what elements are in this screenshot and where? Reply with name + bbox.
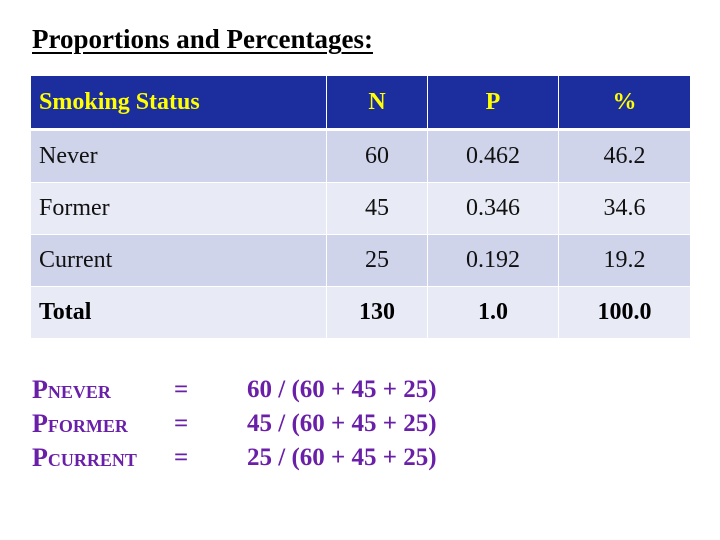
table-cell-percent: 19.2 (558, 234, 691, 287)
table-row-never: Never 60 0.462 46.2 (30, 129, 691, 183)
table-cell-n: 25 (326, 234, 428, 287)
table-cell-status: Former (30, 182, 327, 235)
column-header-p: P (427, 75, 559, 131)
table-cell-percent: 34.6 (558, 182, 691, 235)
table-cell-percent: 100.0 (558, 286, 691, 339)
formula-equals: = (174, 376, 189, 403)
formula-expression: 25 / (60 + 45 + 25) (247, 444, 437, 471)
table-cell-status: Never (30, 129, 327, 183)
column-header-n: N (326, 75, 428, 131)
table-cell-status: Current (30, 234, 327, 287)
table-row-total: Total 130 1.0 100.0 (30, 286, 691, 339)
table-header-row: Smoking Status N P % (30, 75, 691, 131)
page-title: Proportions and Percentages: (32, 24, 373, 54)
table-cell-p: 0.346 (427, 182, 559, 235)
table-row-current: Current 25 0.192 19.2 (30, 234, 691, 287)
table-cell-n: 45 (326, 182, 428, 235)
table-cell-percent: 46.2 (558, 129, 691, 183)
formula-equals: = (174, 410, 189, 437)
table-cell-n: 130 (326, 286, 428, 339)
formula-expression: 60 / (60 + 45 + 25) (247, 376, 437, 403)
table-cell-n: 60 (326, 129, 428, 183)
column-header-percent: % (558, 75, 691, 131)
smoking-status-table: Smoking Status N P % Never 60 0.462 46.2… (30, 75, 691, 339)
table-row-former: Former 45 0.346 34.6 (30, 182, 691, 235)
table-cell-p: 0.192 (427, 234, 559, 287)
formula-symbol: PNEVER (32, 375, 111, 404)
table-cell-status: Total (30, 286, 327, 339)
formula-expression: 45 / (60 + 45 + 25) (247, 410, 437, 437)
formula-equals: = (174, 444, 189, 471)
table-cell-p: 0.462 (427, 129, 559, 183)
formula-symbol: PFORMER (32, 409, 128, 438)
column-header-smoking-status: Smoking Status (30, 75, 327, 131)
table-cell-p: 1.0 (427, 286, 559, 339)
formula-symbol: PCURRENT (32, 443, 137, 472)
